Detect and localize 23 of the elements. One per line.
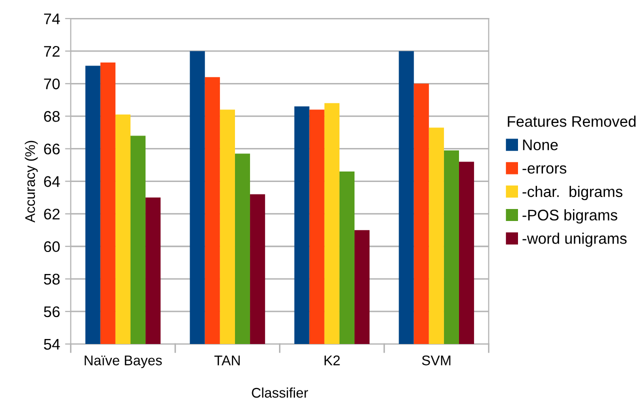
x-tick-label: SVM — [422, 356, 450, 366]
legend-label: -char. bigrams — [522, 186, 622, 200]
x-tick-label: TAN — [214, 356, 240, 366]
y-tick-label: 56 — [44, 306, 60, 318]
legend-title: Features Removed — [508, 116, 636, 127]
y-tick-label: 70 — [44, 78, 60, 90]
y-tick-label: 74 — [44, 14, 60, 24]
legend-label: None — [523, 140, 558, 150]
y-tick-label: 62 — [44, 208, 60, 220]
legend-label: -word unigrams — [522, 232, 627, 247]
y-tick-label: 58 — [44, 274, 60, 285]
legend-label: -POS bigrams — [522, 209, 618, 224]
x-axis-title: Classifier — [252, 388, 308, 398]
y-tick-label: 54 — [44, 339, 60, 350]
x-tick-label: K2 — [324, 356, 340, 366]
x-tick-label: Naïve Bayes — [84, 356, 162, 368]
y-axis-title: Accuracy (%) — [24, 140, 38, 223]
y-tick-label: 72 — [44, 46, 60, 57]
y-tick-label: 68 — [44, 111, 60, 122]
legend-label: -errors — [522, 165, 566, 174]
y-tick-label: 60 — [44, 241, 60, 252]
y-tick-label: 64 — [44, 176, 60, 187]
y-tick-label: 66 — [44, 144, 60, 154]
